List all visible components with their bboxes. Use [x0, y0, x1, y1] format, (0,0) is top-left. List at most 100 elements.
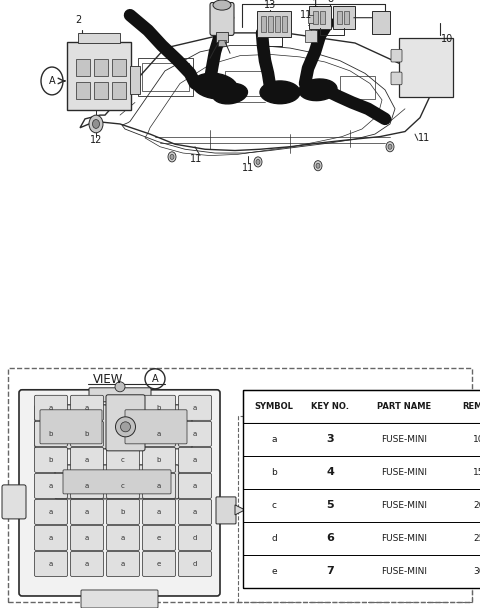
- FancyBboxPatch shape: [71, 447, 104, 472]
- Ellipse shape: [299, 79, 337, 100]
- Text: a: a: [193, 431, 197, 437]
- FancyBboxPatch shape: [143, 551, 176, 576]
- FancyBboxPatch shape: [179, 395, 212, 420]
- Text: e: e: [271, 567, 277, 576]
- Bar: [275, 16, 280, 32]
- Text: SYMBOL: SYMBOL: [254, 402, 293, 411]
- Text: b: b: [271, 468, 277, 477]
- FancyBboxPatch shape: [179, 421, 212, 446]
- Text: b: b: [121, 509, 125, 515]
- Text: a: a: [193, 457, 197, 463]
- Bar: [243, 423, 480, 456]
- FancyBboxPatch shape: [143, 421, 176, 446]
- Circle shape: [314, 161, 322, 171]
- FancyBboxPatch shape: [63, 470, 171, 494]
- Text: d: d: [271, 534, 277, 543]
- FancyBboxPatch shape: [179, 525, 212, 550]
- Circle shape: [388, 144, 392, 149]
- Bar: [243, 522, 480, 555]
- Text: a: a: [121, 535, 125, 541]
- Text: d: d: [193, 535, 197, 541]
- Circle shape: [116, 417, 135, 437]
- Text: c: c: [272, 501, 276, 510]
- Text: 11: 11: [190, 154, 202, 164]
- Text: a: a: [85, 457, 89, 463]
- Bar: [94, 82, 108, 98]
- FancyBboxPatch shape: [391, 49, 402, 62]
- Circle shape: [93, 120, 99, 128]
- Text: b: b: [85, 431, 89, 437]
- Text: a: a: [193, 405, 197, 411]
- FancyBboxPatch shape: [179, 551, 212, 576]
- Text: a: a: [121, 561, 125, 567]
- Text: 20A: 20A: [473, 501, 480, 510]
- FancyBboxPatch shape: [71, 474, 104, 499]
- FancyBboxPatch shape: [216, 497, 236, 524]
- Text: a: a: [157, 483, 161, 489]
- Bar: [243, 390, 480, 588]
- Circle shape: [386, 142, 394, 152]
- Text: a: a: [193, 509, 197, 515]
- Text: b: b: [157, 405, 161, 411]
- Bar: [268, 16, 273, 32]
- FancyBboxPatch shape: [120, 405, 192, 449]
- Text: 3: 3: [326, 434, 334, 444]
- Ellipse shape: [192, 73, 238, 99]
- Bar: [216, 32, 228, 42]
- Bar: [372, 12, 390, 34]
- FancyBboxPatch shape: [106, 395, 145, 451]
- FancyBboxPatch shape: [35, 551, 68, 576]
- Bar: [340, 76, 375, 98]
- Bar: [78, 33, 120, 43]
- Text: c: c: [121, 483, 125, 489]
- Text: 4: 4: [326, 468, 334, 477]
- FancyBboxPatch shape: [143, 474, 176, 499]
- Text: FUSE-MINI: FUSE-MINI: [381, 567, 427, 576]
- Text: a: a: [157, 509, 161, 515]
- FancyBboxPatch shape: [179, 447, 212, 472]
- Bar: [94, 60, 108, 76]
- Text: e: e: [157, 535, 161, 541]
- FancyBboxPatch shape: [125, 410, 187, 444]
- Bar: [218, 41, 226, 46]
- Bar: [337, 12, 342, 24]
- FancyBboxPatch shape: [143, 447, 176, 472]
- Text: a: a: [49, 483, 53, 489]
- FancyBboxPatch shape: [333, 6, 355, 29]
- FancyBboxPatch shape: [67, 42, 131, 110]
- FancyBboxPatch shape: [71, 421, 104, 446]
- FancyBboxPatch shape: [35, 405, 107, 449]
- FancyBboxPatch shape: [35, 499, 68, 525]
- FancyBboxPatch shape: [2, 485, 26, 519]
- Circle shape: [168, 152, 176, 162]
- FancyBboxPatch shape: [71, 525, 104, 550]
- FancyBboxPatch shape: [107, 525, 140, 550]
- Bar: [320, 12, 325, 24]
- Text: a: a: [85, 535, 89, 541]
- Text: 2: 2: [75, 15, 81, 26]
- FancyBboxPatch shape: [391, 72, 402, 85]
- Circle shape: [115, 382, 125, 392]
- Bar: [305, 30, 317, 42]
- Text: d: d: [193, 561, 197, 567]
- Text: b: b: [49, 457, 53, 463]
- FancyBboxPatch shape: [71, 499, 104, 525]
- FancyBboxPatch shape: [35, 447, 68, 472]
- Bar: [344, 12, 349, 24]
- Text: VIEW: VIEW: [93, 373, 123, 386]
- Bar: [243, 489, 480, 522]
- Bar: [282, 16, 287, 32]
- Text: 8: 8: [327, 0, 333, 4]
- Text: 1: 1: [312, 0, 319, 9]
- Circle shape: [120, 422, 131, 432]
- Bar: [313, 12, 318, 24]
- Text: a: a: [49, 405, 53, 411]
- Text: 15A: 15A: [473, 468, 480, 477]
- Text: 11: 11: [242, 163, 254, 173]
- Text: FUSE-MINI: FUSE-MINI: [381, 435, 427, 444]
- FancyBboxPatch shape: [89, 388, 151, 402]
- FancyBboxPatch shape: [143, 525, 176, 550]
- Circle shape: [170, 154, 174, 159]
- FancyBboxPatch shape: [71, 395, 104, 420]
- Bar: [130, 66, 140, 94]
